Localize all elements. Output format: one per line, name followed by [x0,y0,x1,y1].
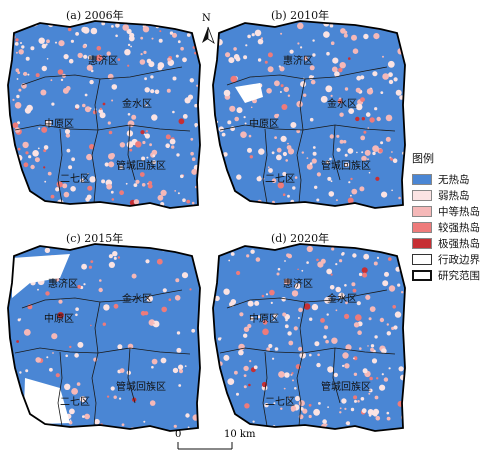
legend-item-study-area: 研究范围 [412,268,498,283]
district-label-zhongyuan: 中原区 [44,119,74,130]
district-label-huiji: 惠济区 [283,279,313,290]
panel-title: (a) 2006年 [66,9,124,22]
district-label-jinshui: 金水区 [122,99,152,110]
legend-label: 弱热岛 [438,190,470,202]
north-label: N [202,13,211,24]
map-panel-2006: (a) 2006年 惠济区 金水区 中原区 管城回族区 二七区 [0,5,210,215]
map-panel-2015: (c) 2015年 惠济区 金水区 中原区 管城回族区 二七区 [0,228,210,438]
legend-label: 研究范围 [438,270,480,282]
legend-swatch [412,222,432,233]
legend-swatch [412,238,432,249]
legend-swatch [412,254,432,265]
legend-label: 中等热岛 [438,206,480,218]
district-label-guancheng: 管城回族区 [116,382,166,393]
panel-title: (d) 2020年 [271,232,330,245]
district-label-huiji: 惠济区 [88,56,118,67]
district-label-zhongyuan: 中原区 [249,314,279,325]
district-label-zhongyuan: 中原区 [44,314,74,325]
legend: 图例 无热岛 弱热岛 中等热岛 较强热岛 极强热岛 行政边界 研究范围 [412,150,498,284]
district-label-erqi: 二七区 [60,174,90,185]
legend-swatch [412,206,432,217]
district-label-jinshui: 金水区 [122,294,152,305]
district-label-erqi: 二七区 [265,174,295,185]
district-label-huiji: 惠济区 [283,56,313,67]
district-label-zhongyuan: 中原区 [249,119,279,130]
district-label-erqi: 二七区 [265,397,295,408]
legend-swatch [412,190,432,201]
legend-label: 行政边界 [438,254,480,266]
legend-item-admin-boundary: 行政边界 [412,252,498,267]
district-label-jinshui: 金水区 [327,294,357,305]
legend-item-strong: 较强热岛 [412,220,498,235]
legend-label: 无热岛 [438,174,470,186]
district-label-jinshui: 金水区 [327,99,357,110]
map-panel-2020: (d) 2020年 惠济区 金水区 中原区 管城回族区 二七区 [205,228,415,438]
study-area-fill [213,21,405,208]
study-area-fill [8,244,200,431]
north-arrow-icon: N [198,13,218,45]
scale-end: 10 km [224,429,256,440]
panel-title: (c) 2015年 [66,232,124,245]
legend-swatch [412,174,432,185]
legend-item-none: 无热岛 [412,172,498,187]
district-label-erqi: 二七区 [60,397,90,408]
map-panel-2010: (b) 2010年 惠济区 金水区 中原区 管城回族区 二七区 [205,5,415,215]
legend-swatch [412,270,432,281]
district-label-guancheng: 管城回族区 [116,161,166,172]
district-label-guancheng: 管城回族区 [321,382,371,393]
district-label-huiji: 惠济区 [48,279,78,290]
legend-label: 极强热岛 [438,238,480,250]
legend-title: 图例 [412,152,434,165]
scale-zero: 0 [175,429,182,440]
legend-item-medium: 中等热岛 [412,204,498,219]
study-area-fill [213,244,405,431]
scale-bar: 0 10 km [170,427,260,451]
legend-item-weak: 弱热岛 [412,188,498,203]
panel-title: (b) 2010年 [271,9,330,22]
district-label-guancheng: 管城回族区 [321,161,371,172]
legend-item-extreme: 极强热岛 [412,236,498,251]
legend-label: 较强热岛 [438,222,480,234]
